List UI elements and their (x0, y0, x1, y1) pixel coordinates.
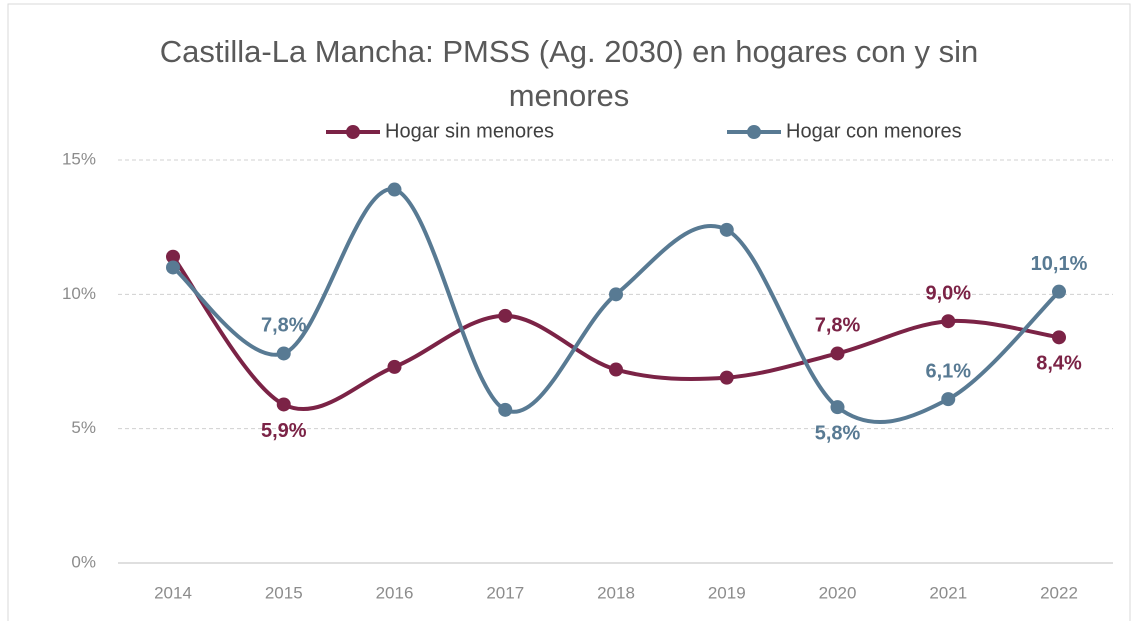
data-label: 7,8% (261, 315, 307, 337)
x-tick-label: 2016 (376, 583, 414, 602)
data-point (166, 260, 180, 275)
data-point (719, 222, 734, 237)
data-point (276, 397, 291, 412)
data-label: 8,4% (1036, 353, 1082, 375)
chart-frame (7, 3, 1131, 621)
x-tick-label: 2022 (1040, 583, 1078, 602)
series-line (171, 187, 1061, 424)
legend-label: Hogar con menores (786, 120, 962, 142)
data-point (166, 249, 180, 264)
x-tick-label: 2020 (819, 583, 857, 602)
y-tick-label: 0% (71, 552, 96, 571)
data-point (941, 314, 956, 329)
data-point (719, 370, 734, 385)
y-tick-label: 5% (71, 418, 96, 437)
data-point (387, 359, 402, 374)
x-tick-label: 2014 (154, 583, 192, 602)
legend-label: Hogar sin menores (385, 120, 554, 142)
legend-marker (346, 125, 360, 139)
data-point (1052, 284, 1066, 299)
x-tick-label: 2015 (265, 583, 303, 602)
data-point (941, 392, 956, 407)
data-point (609, 287, 623, 302)
data-point (830, 400, 845, 415)
data-label: 7,8% (815, 315, 861, 337)
x-tick-label: 2019 (708, 583, 746, 602)
data-point (498, 308, 513, 323)
x-tick-label: 2021 (929, 583, 967, 602)
data-label: 10,1% (1031, 253, 1088, 275)
x-tick-label: 2018 (597, 583, 635, 602)
series-line (171, 254, 1061, 412)
x-tick-label: 2017 (486, 583, 524, 602)
chart-title: Castilla-La Mancha: PMSS (Ag. 2030) en h… (159, 34, 979, 113)
data-point (276, 346, 291, 361)
data-point (830, 346, 845, 361)
data-label: 5,9% (261, 420, 307, 442)
y-tick-label: 15% (62, 149, 96, 168)
legend-marker (747, 125, 761, 139)
data-point (387, 182, 402, 197)
data-point (498, 402, 513, 417)
data-point (609, 362, 623, 377)
data-label: 6,1% (925, 360, 971, 382)
y-tick-label: 10% (62, 284, 96, 303)
data-label: 5,8% (815, 422, 861, 444)
data-point (1052, 330, 1066, 345)
data-label: 9,0% (925, 282, 971, 304)
